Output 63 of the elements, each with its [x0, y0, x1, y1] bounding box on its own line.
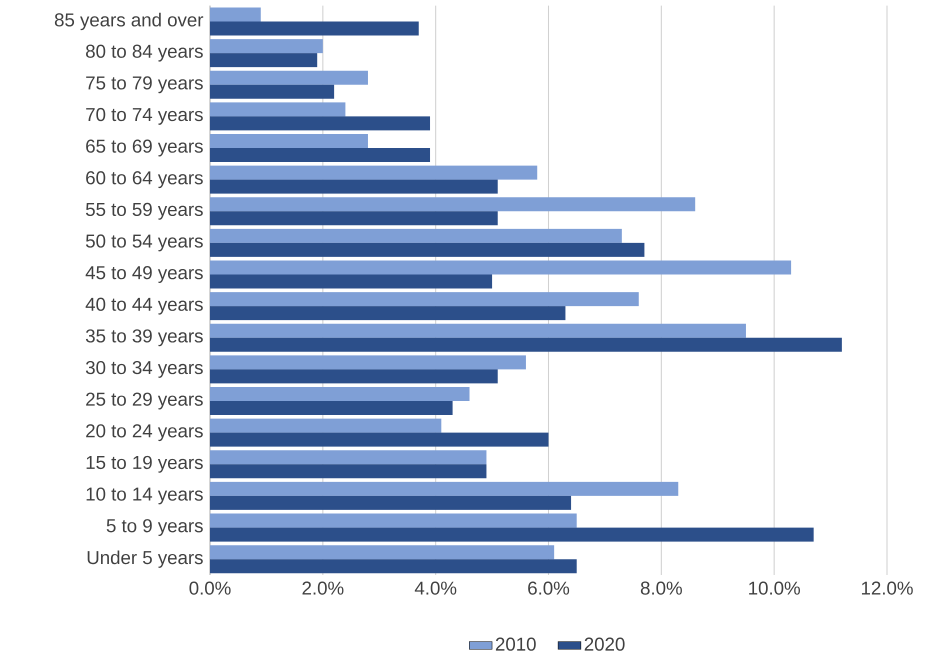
y-tick-label: 50 to 54 years: [86, 234, 203, 252]
bar: [210, 387, 470, 402]
bar: [210, 450, 486, 464]
x-tick-label: 10.0%: [749, 581, 800, 595]
y-tick-label: Under 5 years: [88, 550, 203, 568]
x-tick-label: 2.0%: [302, 581, 344, 595]
bar: [210, 559, 577, 574]
y-tick-label: 5 to 9 years: [106, 519, 203, 536]
x-tick-label: 0.0%: [189, 581, 231, 595]
bar: [210, 166, 538, 180]
bar: [210, 401, 453, 416]
bar: [210, 292, 639, 306]
bar: [210, 432, 548, 447]
y-tick-label: 30 to 34 years: [86, 360, 203, 378]
y-tick-label: 20 to 24 years: [86, 424, 203, 442]
y-tick-label: 10 to 14 years: [86, 487, 203, 504]
bar: [210, 180, 498, 194]
y-tick-label: 75 to 79 years: [86, 76, 203, 94]
x-tick-label: 12.0%: [862, 581, 913, 595]
bar: [210, 102, 346, 116]
y-tick-label: 85 years and over: [54, 12, 204, 30]
bar: [210, 21, 419, 36]
y-tick-label: 40 to 44 years: [86, 298, 203, 315]
bar: [210, 496, 572, 510]
x-tick-label: 8.0%: [640, 581, 682, 595]
bar: [210, 464, 486, 478]
bar: [210, 134, 368, 148]
bar: [210, 197, 696, 212]
bar: [210, 211, 498, 226]
bar: [210, 355, 526, 370]
bar: [210, 7, 261, 22]
y-tick-label: 80 to 84 years: [86, 44, 203, 62]
x-tick-label: 6.0%: [528, 581, 570, 595]
y-tick-label: 70 to 74 years: [86, 108, 203, 125]
bar: [210, 148, 430, 162]
bar: [210, 39, 323, 54]
bar: [210, 84, 334, 99]
bar: [210, 528, 814, 542]
y-tick-label: 35 to 39 years: [86, 329, 203, 346]
bar: [210, 306, 566, 320]
y-tick-label: 65 to 69 years: [86, 140, 203, 156]
legend-label: 2010: [496, 638, 536, 651]
bar: [210, 418, 442, 433]
bar: [210, 545, 554, 560]
bar: [210, 338, 842, 352]
bar: [210, 482, 678, 496]
bar: [210, 260, 792, 275]
y-tick-label: 45 to 49 years: [86, 266, 203, 283]
bar: [210, 369, 498, 384]
bar: [210, 514, 577, 528]
bar: [210, 274, 492, 289]
x-tick-label: 4.0%: [414, 581, 456, 595]
bar: [210, 228, 622, 243]
y-tick-label: 55 to 59 years: [86, 202, 203, 220]
y-tick-label: 15 to 19 years: [86, 456, 203, 473]
y-tick-label: 25 to 29 years: [86, 392, 203, 410]
bar: [210, 70, 368, 85]
y-tick-label: 60 to 64 years: [86, 171, 203, 188]
bar: [210, 242, 644, 257]
bar: [210, 53, 318, 68]
legend-label: 2020: [584, 638, 625, 651]
bar: [210, 324, 746, 338]
bar: [210, 116, 430, 130]
